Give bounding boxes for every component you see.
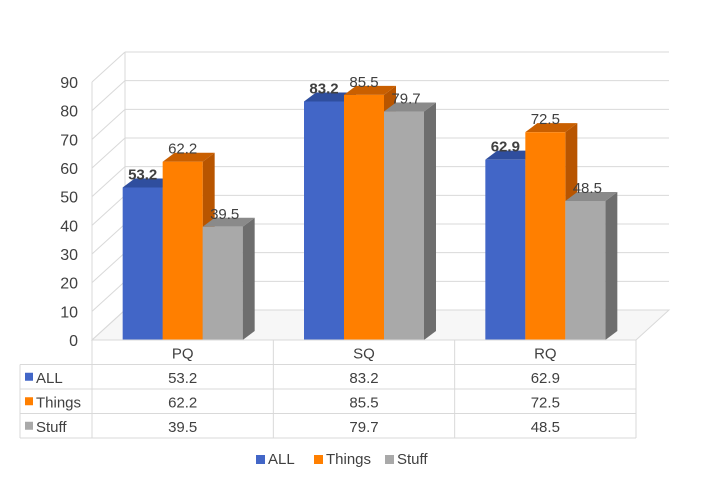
bar-top — [344, 85, 396, 95]
table-legend-key — [25, 372, 33, 381]
bar-front — [162, 161, 203, 340]
gridline-side — [91, 252, 126, 284]
table-legend-key — [25, 397, 33, 406]
bar-top — [162, 152, 215, 162]
gridline-side — [91, 51, 126, 83]
gridline-side — [91, 137, 126, 169]
y-tick-label: 0 — [69, 333, 78, 350]
table-cell: 48.5 — [531, 419, 560, 436]
bar-top — [525, 123, 578, 133]
bar-top — [202, 217, 255, 227]
data-table: PQ SQ RQ ALL 53.2 83.2 62.9 Things 62.2 85.5 72.5 S… — [19, 339, 637, 439]
table-row-label: ALL — [36, 370, 63, 387]
bar-top — [565, 191, 618, 201]
table-row-label: Stuff — [36, 419, 67, 436]
bar-front — [122, 187, 163, 340]
bar-front — [565, 200, 606, 340]
bar-side — [605, 191, 618, 340]
y-tick-label: 20 — [60, 276, 78, 293]
gridline-side — [91, 280, 126, 312]
bar-front — [384, 111, 424, 340]
data-label: 79.7 — [391, 91, 420, 108]
data-label: 39.5 — [210, 206, 239, 223]
data-label: 62.9 — [491, 139, 520, 156]
bar-front — [485, 159, 526, 340]
y-tick-label: 40 — [60, 218, 78, 235]
table-cell: 79.7 — [349, 419, 378, 436]
bar-top — [485, 150, 538, 160]
bar-front — [304, 101, 344, 340]
bar: 48.5 — [565, 180, 618, 340]
table-header-cell: RQ — [534, 346, 557, 363]
legend-key — [385, 455, 394, 464]
bar-front — [202, 226, 243, 340]
table-row-label: Things — [36, 395, 81, 412]
data-label: 83.2 — [309, 80, 338, 97]
table-cell: 83.2 — [349, 370, 378, 387]
legend-label: Things — [326, 451, 371, 468]
bar-side — [242, 217, 255, 340]
bar-front — [344, 94, 384, 341]
data-label: 48.5 — [573, 180, 602, 197]
legend-label: ALL — [268, 451, 295, 468]
bar: 79.7 — [384, 91, 436, 340]
legend-label: Stuff — [397, 451, 428, 468]
bars-group: 53.2 62.2 39.5 83.2 85.5 79.7 62.9 72.5 48.5 — [122, 74, 618, 341]
table-cell: 62.9 — [531, 370, 560, 387]
table-legend-key — [25, 421, 33, 430]
y-tick-label: 60 — [60, 161, 78, 178]
data-label: 62.2 — [168, 141, 197, 158]
legend: ALL Things Stuff — [256, 451, 428, 468]
data-label: 72.5 — [531, 111, 560, 128]
legend-key — [314, 455, 323, 464]
y-tick-label: 30 — [60, 247, 78, 264]
data-label: 85.5 — [349, 74, 378, 91]
table-header-cell: SQ — [353, 346, 375, 363]
table-cell: 85.5 — [349, 395, 378, 412]
table-cell: 72.5 — [531, 395, 560, 412]
gridline-side — [91, 80, 126, 112]
data-label: 53.2 — [128, 166, 157, 183]
bar-side — [424, 102, 436, 340]
bar-top — [304, 92, 356, 102]
table-cell: 39.5 — [168, 419, 197, 436]
y-tick-label: 90 — [60, 75, 78, 92]
bar: 39.5 — [202, 206, 255, 340]
table-header-cell: PQ — [172, 346, 194, 363]
gridline-side — [91, 194, 126, 226]
gridline-side — [91, 309, 126, 341]
bar-top — [122, 178, 175, 188]
table-cell: 62.2 — [168, 395, 197, 412]
gridline-side — [91, 166, 126, 198]
gridline-side — [91, 108, 126, 140]
y-tick-label: 50 — [60, 190, 78, 207]
y-tick-label: 10 — [60, 304, 78, 321]
gridline-side — [91, 223, 126, 255]
bar-top — [384, 102, 436, 112]
bar-front — [525, 132, 566, 340]
y-tick-label: 70 — [60, 132, 78, 149]
y-tick-label: 80 — [60, 104, 78, 121]
legend-key — [256, 455, 265, 464]
table-cell: 53.2 — [168, 370, 197, 387]
